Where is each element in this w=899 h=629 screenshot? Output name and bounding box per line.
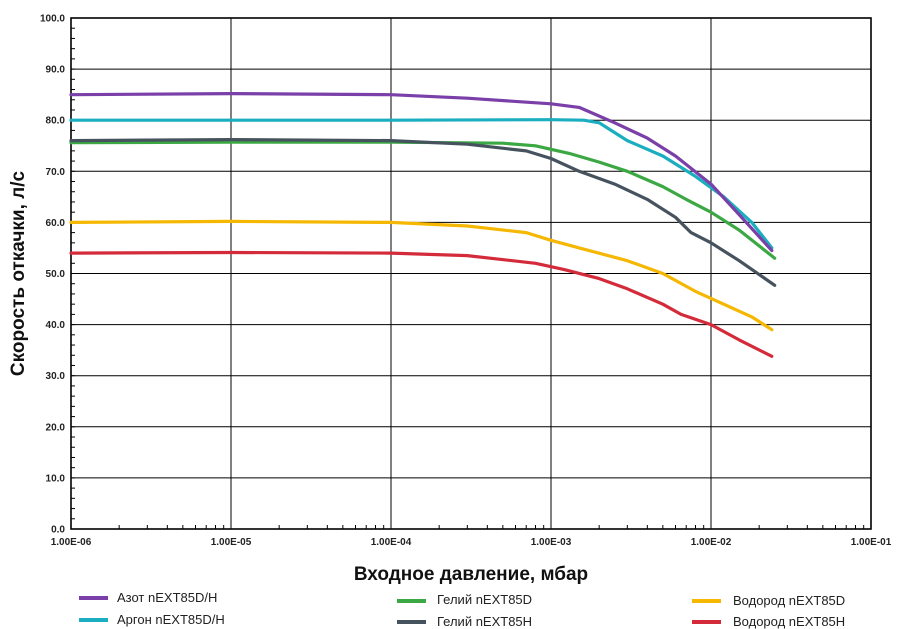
y-tick-label: 50.0 <box>46 269 66 280</box>
y-tick-label: 70.0 <box>46 167 66 178</box>
y-tick-label: 40.0 <box>46 320 66 331</box>
x-tick-label: 1.00E-05 <box>211 537 252 548</box>
legend-label: Водород nEXT85D <box>733 593 845 608</box>
series-line <box>69 250 774 358</box>
y-tick-label: 100.0 <box>40 14 65 25</box>
legend-label: Азот nEXT85D/H <box>117 590 217 605</box>
legend-label: Аргон nEXT85D/H <box>117 612 225 627</box>
series-line <box>69 219 774 332</box>
y-axis-title: Скорость откачки, л/с <box>8 171 29 377</box>
legend-label: Водород nEXT85H <box>733 614 845 629</box>
x-tick-label: 1.00E-01 <box>851 537 892 548</box>
legend-label: Гелий nEXT85H <box>437 614 532 629</box>
x-tick-label: 1.00E-03 <box>531 537 572 548</box>
x-axis-title: Входное давление, мбар <box>354 564 588 585</box>
series-line <box>69 91 774 253</box>
series-line <box>69 138 777 287</box>
legend: Азот nEXT85D/H Аргон nEXT85D/H Гелий nEXT8… <box>79 590 845 629</box>
y-tick-label: 0.0 <box>51 525 65 536</box>
series-lines <box>69 91 777 358</box>
y-tick-label: 90.0 <box>46 65 66 76</box>
y-tick-label: 80.0 <box>46 116 66 127</box>
axis-ticks: 0.0 10.0 20.0 30.0 40.0 50.0 60.0 70.0 80.0 90.0 1… <box>40 14 892 549</box>
x-tick-label: 1.00E-02 <box>691 537 732 548</box>
x-tick-label: 1.00E-04 <box>371 537 412 548</box>
y-tick-label: 30.0 <box>46 371 66 382</box>
y-tick-label: 60.0 <box>46 218 66 229</box>
x-tick-label: 1.00E-06 <box>51 537 92 548</box>
y-tick-label: 20.0 <box>46 422 66 433</box>
y-tick-label: 10.0 <box>46 473 66 484</box>
legend-label: Гелий nEXT85D <box>437 592 532 607</box>
